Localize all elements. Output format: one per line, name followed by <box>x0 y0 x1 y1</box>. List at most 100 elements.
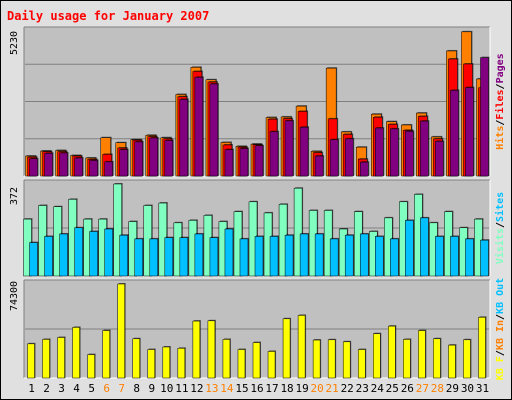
bar-sites <box>179 237 189 277</box>
hits-legend-item: Pages <box>495 53 506 83</box>
bar-pages <box>405 131 414 177</box>
hits-legend-item: Files <box>494 89 506 119</box>
x-tick-label: 28 <box>431 382 444 395</box>
bar-pages <box>269 131 279 177</box>
x-tick-label: 21 <box>326 382 339 395</box>
bar-sites <box>465 238 474 277</box>
x-tick-label: 24 <box>371 382 385 395</box>
visits-legend-item: Sites <box>494 192 506 222</box>
bar-sites <box>119 234 128 277</box>
bar-pages <box>390 128 399 177</box>
bar-pages <box>420 120 429 177</box>
bar-sites <box>329 238 339 277</box>
bar-sites <box>390 238 399 277</box>
bar-pages <box>329 139 339 177</box>
bar-pages <box>435 141 444 177</box>
bar-pages <box>44 153 53 177</box>
hits-max-label: 5230 <box>9 31 20 55</box>
bar-pages <box>89 160 98 177</box>
bar-pages <box>480 57 489 177</box>
bar-kb-f <box>433 338 441 379</box>
bar-kb-f <box>72 327 80 379</box>
bar-pages <box>284 120 294 177</box>
bar-pages <box>179 99 189 177</box>
x-tick-label: 10 <box>160 382 173 395</box>
x-tick-label: 20 <box>311 382 324 395</box>
chart-title: Daily usage for January 2007 <box>7 9 210 23</box>
bar-kb-f <box>282 318 291 379</box>
bar-pages <box>74 157 83 177</box>
hits-legend-item: / <box>495 83 506 89</box>
bar-pages <box>194 77 204 177</box>
bar-sites <box>74 227 83 277</box>
bar-pages <box>239 148 249 177</box>
x-tick-label: 26 <box>401 382 414 395</box>
bar-kb-f <box>312 339 321 379</box>
bar-kb-f <box>418 330 426 379</box>
hits-legend-item: Hits <box>494 126 506 150</box>
bar-pages <box>134 141 143 177</box>
bar-kb-f <box>177 348 186 379</box>
x-tick-label: 18 <box>280 382 293 395</box>
bar-kb-f <box>327 339 336 379</box>
bar-kb-f <box>132 338 140 379</box>
bar-kb-f <box>42 339 50 379</box>
x-tick-label: 27 <box>416 382 429 395</box>
visits-legend-item: / <box>495 222 506 228</box>
bar-sites <box>194 233 204 277</box>
bar-pages <box>314 155 324 177</box>
x-tick-label: 14 <box>220 382 234 395</box>
bar-pages <box>59 152 68 177</box>
bar-kb-f <box>403 339 411 379</box>
bar-pages <box>375 127 384 177</box>
bar-pages <box>254 145 264 177</box>
bar-pages <box>344 138 354 177</box>
bar-sites <box>59 233 68 277</box>
bar-sites <box>299 233 309 277</box>
bar-sites <box>164 237 174 277</box>
bar-pages <box>224 149 234 177</box>
bar-sites <box>239 238 249 277</box>
bar-kb-f <box>463 339 471 379</box>
x-tick-label: 2 <box>43 382 50 395</box>
bar-sites <box>420 217 429 277</box>
bar-pages <box>465 87 474 177</box>
x-tick-label: 13 <box>205 382 218 395</box>
bar-sites <box>435 236 444 277</box>
kb-max-label: 74300 <box>9 281 20 311</box>
kb-legend-item: KB F <box>495 356 506 380</box>
x-tick-label: 6 <box>103 382 110 395</box>
x-tick-label: 9 <box>148 382 155 395</box>
bar-kb-f <box>162 346 171 379</box>
bar-pages <box>209 83 219 177</box>
kb-legend-item: / <box>495 314 506 320</box>
x-tick-label: 31 <box>476 382 489 395</box>
bar-sites <box>314 233 324 277</box>
x-tick-label: 25 <box>386 382 399 395</box>
visits-legend-item: Visits <box>494 228 506 264</box>
bar-sites <box>224 228 234 277</box>
bar-kb-f <box>237 349 246 379</box>
bar-sites <box>480 239 489 277</box>
bar-kb-f <box>252 342 261 379</box>
bar-sites <box>149 238 159 277</box>
kb-legend: KB F/KB In/KB Out <box>495 278 506 380</box>
x-tick-label: 1 <box>28 382 35 395</box>
bar-pages <box>119 149 128 177</box>
bar-kb-f <box>357 349 366 379</box>
x-tick-label: 17 <box>265 382 278 395</box>
bar-sites <box>104 228 113 277</box>
bar-sites <box>209 237 219 277</box>
bar-sites <box>254 236 264 277</box>
bar-sites <box>375 236 384 277</box>
bar-sites <box>29 242 38 277</box>
x-tick-label: 5 <box>88 382 95 395</box>
bar-sites <box>44 236 53 277</box>
bar-kb-f <box>27 343 35 379</box>
bar-sites <box>450 236 459 277</box>
bar-sites <box>89 231 98 277</box>
bar-kb-f <box>192 320 201 379</box>
x-tick-label: 12 <box>190 382 203 395</box>
bar-kb-f <box>388 325 396 379</box>
